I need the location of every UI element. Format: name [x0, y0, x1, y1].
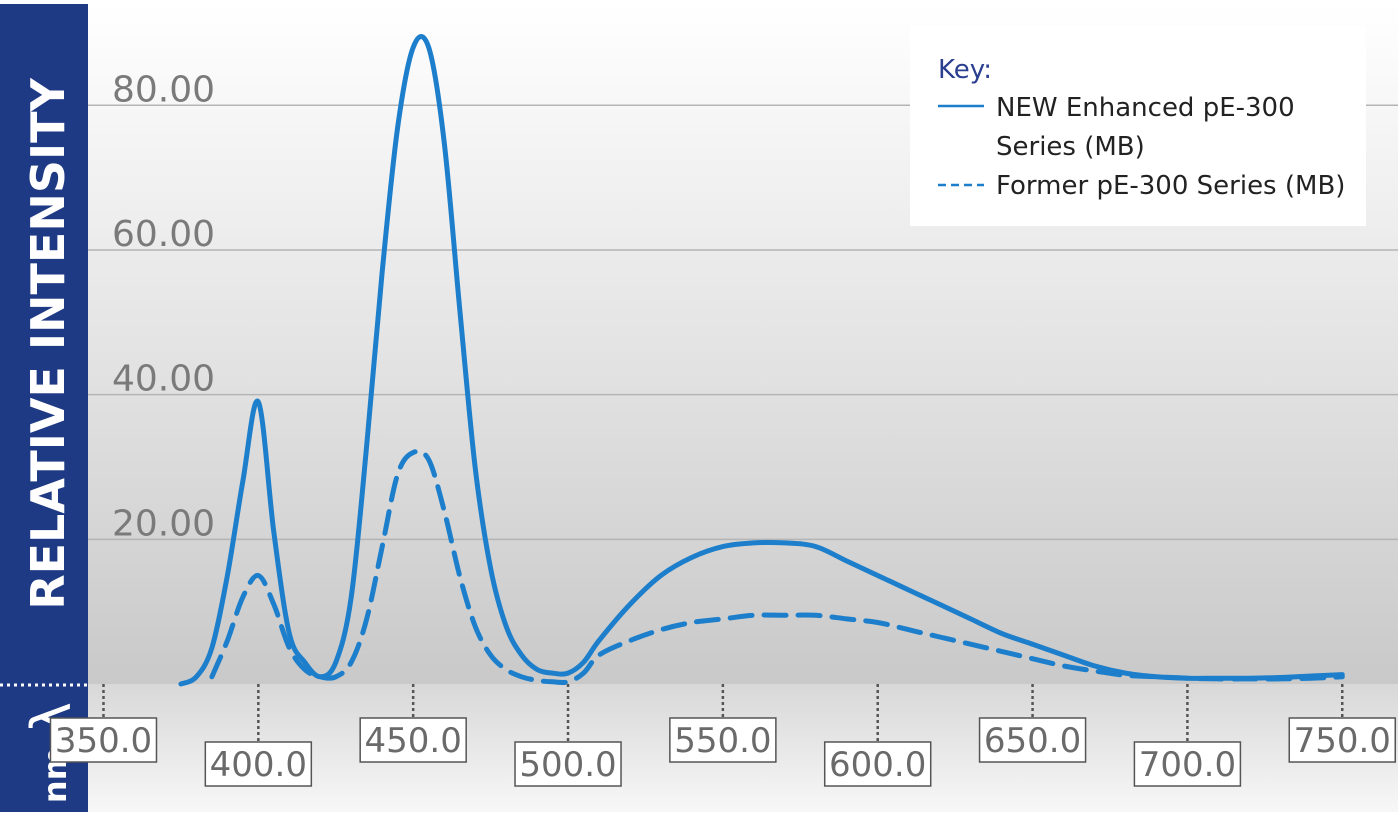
- x-tick-box: [823, 741, 932, 787]
- y-tick-label: 80.00: [112, 69, 215, 110]
- x-tick-label: 600.0: [829, 745, 926, 785]
- x-ticks: 350.0 400.0 450.0 500.0 550.0 600.0 650.0 700.0…: [49, 684, 1397, 787]
- x-tick-box: [514, 741, 622, 787]
- legend-entry-new-line1: NEW Enhanced pE-300: [996, 93, 1295, 123]
- y-tick-label: 60.00: [112, 214, 215, 255]
- series-line-former: [209, 448, 1345, 686]
- y-tick-labels: 20.00 40.00 60.00 80.00: [112, 69, 215, 544]
- series-layer: [178, 34, 1345, 687]
- grid-layer: [88, 104, 1398, 541]
- x-tick-label: 500.0: [519, 745, 616, 785]
- x-tick-label: 550.0: [674, 721, 771, 761]
- x-tick-box: [978, 717, 1087, 763]
- x-tick-label: 700.0: [1139, 745, 1236, 785]
- legend-entry-new-line2: Series (MB): [996, 132, 1145, 162]
- x-tick-label: 750.0: [1294, 721, 1391, 761]
- x-tick-box: [359, 717, 467, 763]
- legend-entry-former: Former pE-300 Series (MB): [996, 171, 1345, 201]
- x-tick-box: [669, 717, 777, 763]
- x-tick-box: [49, 717, 158, 763]
- legend-box: [910, 26, 1366, 226]
- x-tick-box: [204, 741, 313, 787]
- x-tick-label: 350.0: [55, 721, 152, 761]
- x-tick-label: 650.0: [984, 721, 1081, 761]
- y-axis-title-band: [0, 4, 88, 684]
- y-axis-title: RELATIVE INTENSITY: [21, 78, 75, 610]
- x-tick-box: [1133, 741, 1242, 787]
- legend: Key: NEW Enhanced pE-300 Series (MB) For…: [910, 26, 1366, 226]
- y-tick-label: 40.00: [112, 359, 215, 400]
- legend-title: Key:: [938, 55, 992, 85]
- y-tick-label: 20.00: [112, 503, 215, 544]
- x-tick-box: [1288, 717, 1397, 763]
- series-line-new-enhanced: [178, 34, 1345, 687]
- x-tick-label: 450.0: [365, 721, 462, 761]
- x-tick-label: 400.0: [210, 745, 307, 785]
